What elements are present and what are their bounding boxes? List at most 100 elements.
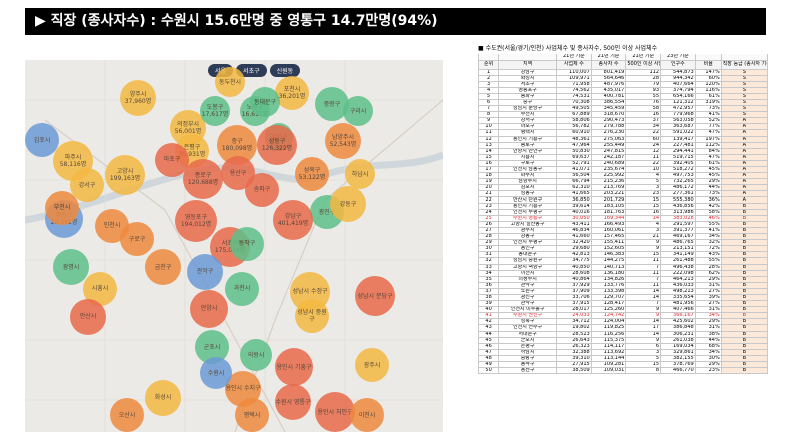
location-dong[interactable]: 신원동 (269, 64, 301, 77)
region-circle[interactable]: 용인시 기흥구 (275, 348, 313, 386)
table-cell: 23% (694, 367, 722, 375)
region-circle[interactable]: 종로구 120,688명 (183, 159, 223, 199)
location-district[interactable]: 서초구 (236, 64, 267, 77)
region-name: 수원시 영통구 (275, 398, 311, 406)
table-row: 18 파주시 56,504 225,992 4 497,753 45% A (477, 172, 769, 180)
table-row: 50 용산구 38,509 109,031 8 466,770 23% B (477, 367, 769, 375)
region-circle[interactable]: 용인시 처인구 (315, 392, 355, 432)
region-name: 의정부시 (176, 120, 200, 128)
region-circle[interactable]: 포천시 36,201명 (275, 76, 309, 111)
region-circle[interactable]: 동작구 (230, 226, 264, 261)
region-circle[interactable]: 오산시 (110, 398, 144, 432)
region-value: 126,322명 (261, 144, 293, 152)
region-name: 안양시 (200, 305, 218, 312)
region-circle[interactable]: 부천시 (45, 190, 79, 225)
region-circle[interactable]: 강서구 (70, 168, 104, 202)
region-circle[interactable]: 남양주시 52,543명 (325, 123, 361, 159)
region-circle[interactable]: 과천시 (225, 271, 259, 306)
region-circle[interactable]: 성동구 126,322명 (257, 124, 297, 165)
region-value: 56,001명 (174, 127, 202, 135)
region-name: 성남시 중원구 (297, 308, 327, 323)
region-value: 194,012명 (180, 220, 212, 228)
col-header: 순위 (477, 59, 500, 70)
region-name: 금천구 (154, 263, 172, 271)
region-circle[interactable]: 중구 180,098명 (217, 124, 257, 165)
region-name: 용인시 기흥구 (276, 363, 312, 371)
region-circle[interactable]: 양주시 37,960명 (120, 79, 156, 116)
table-row: 41 수원시 권선구 24,033 124,742 9 366,167 34% B (477, 312, 769, 320)
region-circle[interactable]: 송파구 (245, 172, 279, 207)
region-name: 강동구 (339, 200, 357, 208)
table-title: ■ 수도권(서울/경기/인천) 사업체수 및 종사자수, 500인 이상 사업체… (478, 45, 658, 52)
table-header-row: 순위 지역 사업체 수 종사자 수 500인 이상 사업체수 인구수 비율 직장… (477, 59, 769, 70)
region-circle[interactable]: 용산구 (221, 156, 255, 191)
region-name: 인천시 (103, 222, 121, 229)
region-value: 37,960명 (124, 97, 152, 105)
region-name: 종로구 (194, 172, 212, 179)
region-circle[interactable]: 성북구 53,122명 (295, 157, 329, 192)
region-name: 도봉구 (206, 104, 224, 111)
table-cell: 38,509 (556, 367, 592, 375)
table-row: 14 안양시 만안구 50,830 247,815 12 294,441 84% A (477, 147, 769, 155)
region-name: 마포구 (163, 156, 181, 164)
region-circle[interactable]: 동대문구 (250, 87, 280, 117)
table-cell: B (720, 367, 769, 375)
region-name: 의왕시 (247, 351, 265, 359)
col-header: 지역 (498, 59, 558, 70)
region-name: 포천시 (283, 86, 301, 94)
region-circle[interactable]: 고양시 199,163명 (105, 154, 145, 195)
region-circle[interactable]: 동두천시 (215, 67, 245, 98)
region-circle[interactable]: 영등포구 194,012명 (175, 199, 217, 242)
region-circle[interactable]: 수원시 (200, 357, 232, 389)
col-header: 비율 (694, 59, 722, 70)
map-panel[interactable]: 서울 서초구 신원동 파주시58,116명양주시37,960명의정부시56,00… (25, 60, 443, 432)
region-circle[interactable]: 도봉구 17,617명 (200, 96, 230, 126)
region-circle[interactable]: 화성시 (145, 379, 181, 416)
region-circle[interactable]: 평택시 (235, 398, 269, 432)
table-row: 6 중구 70,308 386,554 76 121,312 319% S (477, 98, 769, 107)
table-row: 48 중랑구 39,310 113,144 5 382,155 30% B (477, 354, 769, 363)
region-circle[interactable]: 관악구 (187, 253, 223, 290)
region-circle[interactable]: 김포시 (25, 123, 59, 157)
table-row: 9 강서구 58,806 290,473 37 563,058 52% A (477, 117, 769, 125)
region-circle[interactable]: 의왕시 (240, 339, 272, 371)
table-cell: 50 (477, 367, 500, 375)
region-value: 36,201명 (278, 93, 306, 101)
region-circle[interactable]: 성남시 분당구 (355, 276, 395, 316)
region-circle[interactable]: 광명시 (53, 249, 89, 285)
col-header: 종사자 수 (590, 59, 627, 70)
region-name: 시흥시 (91, 285, 109, 292)
region-circle[interactable]: 안양시 (190, 289, 228, 328)
region-name: 관악구 (196, 268, 214, 275)
region-value: 401,419명 (277, 219, 309, 227)
stats-table-panel: ■ 수도권(서울/경기/인천) 사업체수 및 종사자수, 500인 이상 사업체… (477, 44, 769, 436)
region-circle[interactable]: 강동구 (330, 186, 366, 222)
region-circle[interactable]: 구리시 (343, 96, 373, 126)
region-name: 고양시 (116, 167, 134, 175)
region-circle[interactable]: 금천구 (145, 249, 181, 285)
region-circle[interactable]: 인천시 (95, 208, 129, 243)
region-circle[interactable]: 하남시 (345, 159, 375, 189)
region-circle[interactable]: 성남시 중원구 (295, 298, 329, 333)
table-row: 36 관악구 37,929 133,776 11 436,033 31% B (477, 281, 769, 289)
region-circle[interactable]: 이천시 (350, 398, 384, 432)
table-row: 24 인천시 부평구 40,016 181,763 16 313,986 58% B (477, 208, 769, 216)
region-name: 용인시 수지구 (225, 385, 261, 392)
region-circle[interactable]: 안산시 (70, 298, 106, 335)
table-row: 22 안산시 단원구 36,850 201,729 15 555,380 36% A (477, 196, 769, 204)
region-name: 구로구 (128, 235, 146, 243)
region-circle[interactable]: 강남구 401,419명 (273, 199, 313, 240)
table-cell: 용산구 (498, 367, 558, 375)
region-circle[interactable]: 광주시 (355, 348, 389, 382)
region-name: 성북구 (303, 167, 321, 175)
region-name: 김포시 (33, 136, 51, 144)
region-circle[interactable]: 마포구 (155, 142, 189, 177)
table-row: 43 인천시 연수구 19,802 119,825 17 386,848 31% B (477, 324, 769, 332)
table-row: 35 의정부시 40,864 134,826 7 464,213 29% B (477, 275, 769, 283)
region-name: 부천시 (53, 204, 71, 211)
region-value: 16,611명 (241, 111, 269, 118)
region-circle[interactable]: 수원시 영통구 (275, 384, 311, 420)
region-name: 평택시 (243, 411, 261, 419)
region-name: 파주시 (64, 154, 82, 161)
col-header: 500인 이상 사업체수 (625, 59, 662, 70)
